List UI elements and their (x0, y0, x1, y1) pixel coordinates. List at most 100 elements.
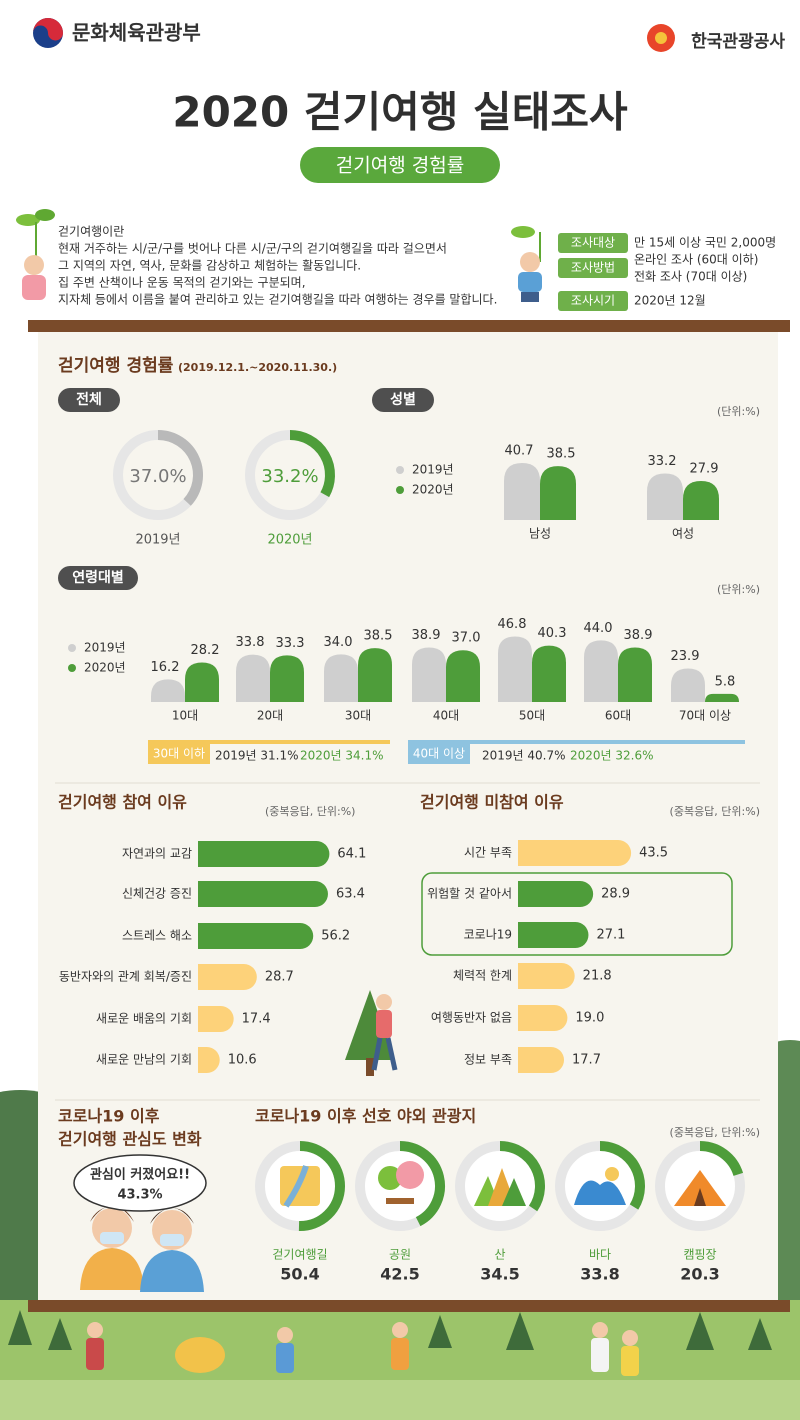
tree (345, 990, 395, 1060)
bar (358, 648, 392, 702)
leg (385, 1037, 398, 1071)
sprout-boy (511, 226, 542, 302)
category-label: 신체건강 증진 (122, 887, 192, 901)
tree (8, 1310, 32, 1345)
icon (502, 1178, 526, 1206)
category-label: 바다 (589, 1248, 611, 1262)
value-label: 27.9 (690, 461, 719, 476)
bar (518, 840, 632, 866)
legend-dot (396, 486, 404, 494)
agency-logo-center (655, 32, 667, 44)
ring-arc (157, 430, 203, 506)
tag: 연령대별 (72, 569, 124, 586)
bottom-trees (8, 1310, 772, 1376)
value-label: 38.5 (364, 629, 393, 644)
bar (518, 881, 594, 907)
icon (694, 1188, 706, 1206)
head (520, 252, 540, 272)
tag-pill (58, 566, 138, 590)
sprout-girl (16, 209, 55, 300)
summary-tag: 30대 이하 (153, 747, 205, 761)
survey-text: 만 15세 이상 국민 2,000명 (634, 236, 776, 250)
value-label: 38.5 (547, 447, 576, 462)
summary-2020: 2020년 34.1% (300, 749, 384, 763)
legend-label: 2020년 (412, 483, 454, 497)
category-label: 자연과의 교감 (122, 847, 192, 861)
value-label: 34.0 (324, 635, 353, 650)
icon (283, 1165, 309, 1208)
walker-body (86, 1338, 104, 1370)
value-label: 20.3 (680, 1265, 719, 1284)
body (80, 1248, 144, 1290)
ring-label: 37.0% (129, 466, 186, 487)
unit: (중복응답, 단위:%) (265, 805, 355, 818)
hiker (345, 990, 398, 1076)
speech-bubble (73, 1154, 207, 1212)
category-label: 새로운 만남의 기회 (96, 1053, 192, 1067)
value-label: 28.7 (265, 970, 294, 985)
bar (446, 650, 480, 702)
bar (151, 679, 185, 702)
bar (647, 473, 683, 520)
walker-head (622, 1330, 638, 1346)
bar (412, 647, 446, 702)
survey-text: 2020년 12월 (634, 294, 706, 308)
category-label: 새로운 배움의 기회 (96, 1012, 192, 1026)
intro-line: 지자체 등에서 이름을 붙여 관리하고 있는 걷기여행길을 따라 여행하는 경우… (58, 292, 497, 307)
walker-head (87, 1322, 103, 1338)
category-label: 50대 (519, 709, 545, 723)
bar (683, 480, 719, 520)
survey-label: 조사시기 (571, 294, 615, 308)
unit: (단위:%) (717, 405, 760, 418)
category-label: 스트레스 해소 (122, 929, 192, 943)
bar (236, 654, 270, 702)
masked-people (80, 1206, 204, 1292)
legend-dot (396, 466, 404, 474)
head (376, 994, 392, 1010)
category-label: 20대 (257, 709, 283, 723)
category-label: 30대 (345, 709, 371, 723)
category-label: 위험할 것 같아서 (427, 887, 512, 901)
value-label: 33.2 (648, 454, 677, 469)
hair (150, 1208, 194, 1224)
value-label: 40.3 (538, 626, 567, 641)
title: 2020 걷기여행 실태조사 (172, 88, 628, 137)
intro-line: 집 주변 산책이나 운동 목적의 걷기와는 구분되며, (58, 275, 306, 290)
walker-head (592, 1322, 608, 1338)
bar (198, 841, 330, 867)
tag: 성별 (390, 391, 416, 408)
tree (686, 1312, 714, 1350)
survey-pill (558, 291, 628, 311)
icon (396, 1161, 424, 1189)
section-title: 코로나19 이후 선호 야외 관광지 (255, 1107, 476, 1126)
subtitle-pill (300, 147, 500, 183)
tag: 전체 (76, 391, 102, 408)
value-label: 21.8 (583, 969, 612, 984)
value-label: 38.9 (624, 628, 653, 643)
mask (160, 1234, 184, 1246)
section-period: (2019.12.1.~2020.11.30.) (178, 361, 337, 374)
category-label: 코로나19 (464, 928, 512, 942)
bubble-text: 관심이 커졌어요!! (90, 1167, 190, 1183)
category-label: 40대 (433, 709, 459, 723)
value-label: 28.9 (601, 887, 630, 902)
bar (198, 881, 328, 907)
leaf (35, 209, 55, 221)
leaf (16, 214, 40, 226)
tree (428, 1315, 452, 1348)
walker-body (391, 1338, 409, 1370)
survey-pill (558, 233, 628, 253)
value-label: 38.9 (412, 628, 441, 643)
intro-line: 현재 거주하는 시/군/구를 벗어나 다른 시/군/구의 걷기여행길을 따라 걸… (58, 241, 447, 256)
highlight-box (421, 872, 733, 956)
ring-label: 33.2% (261, 466, 318, 487)
value-label: 33.8 (580, 1265, 619, 1284)
summary-tag-bg (148, 744, 210, 764)
value-label: 42.5 (380, 1265, 419, 1284)
icon (386, 1198, 414, 1204)
leg (371, 1037, 383, 1071)
value-label: 34.5 (480, 1265, 519, 1284)
value-label: 17.7 (572, 1053, 601, 1068)
value-label: 27.1 (596, 928, 625, 943)
